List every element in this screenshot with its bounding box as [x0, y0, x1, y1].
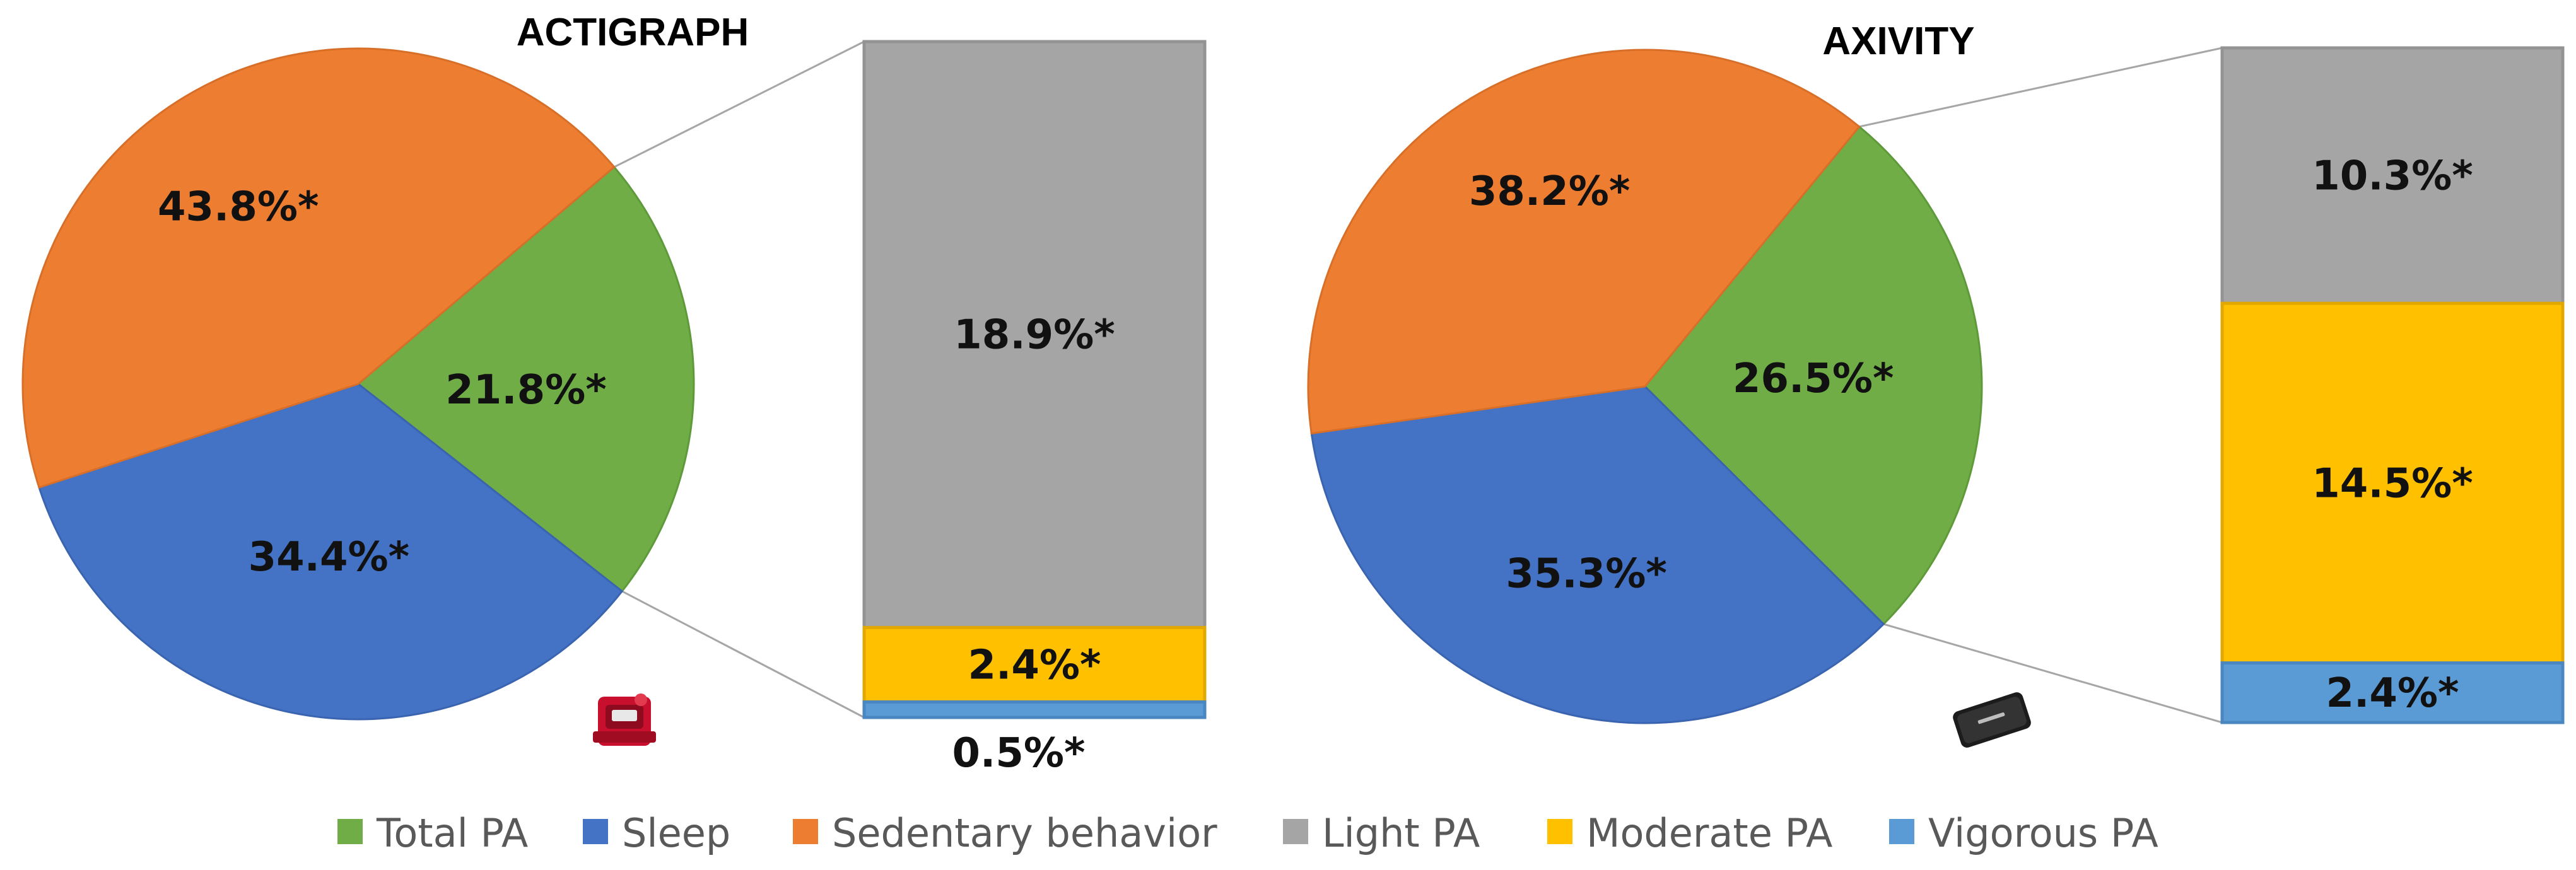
bar-label-vigorous-pa-axivity: 2.4%* — [2326, 670, 2459, 717]
connector-top-actigraph — [614, 40, 865, 168]
pie-label-sedentary-behavior-axivity: 38.2%* — [1469, 168, 1630, 215]
bar-label-light-pa-actigraph: 18.9%* — [954, 312, 1115, 359]
legend-label-sleep: Sleep — [622, 810, 730, 856]
pie-slice-total-pa-actigraph — [356, 165, 695, 593]
pie-label-sedentary-behavior-actigraph: 43.8%* — [158, 183, 319, 230]
legend-swatch-moderate-pa — [1547, 819, 1572, 844]
bar-label-light-pa-axivity: 10.3%* — [2312, 153, 2473, 200]
pie-label-total-pa-axivity: 26.5%* — [1733, 356, 1894, 402]
bar-segment-moderate-pa-actigraph — [862, 625, 1207, 704]
bar-segment-light-pa-axivity — [2220, 46, 2565, 305]
legend-label-light-pa: Light PA — [1322, 810, 1480, 856]
bar-segment-vigorous-pa-actigraph — [862, 700, 1207, 719]
data-labels: 21.8%* 34.4%* 43.8%* 18.9%* 2.4%* 0.5%* 26.5%*… — [158, 153, 2473, 777]
legend-swatch-vigorous-pa — [1889, 819, 1914, 844]
legend: Total PA Sleep Sedentary behavior Light … — [337, 810, 2158, 856]
pie-slice-total-pa-axivity — [1643, 125, 1983, 626]
bar-segment-light-pa-actigraph — [862, 40, 1207, 629]
legend-swatch-sleep — [583, 819, 608, 844]
breakdown-bars — [862, 40, 2565, 724]
pie-label-total-pa-actigraph: 21.8%* — [445, 367, 607, 414]
bar-segment-vigorous-pa-axivity — [2220, 661, 2565, 724]
legend-swatch-light-pa — [1283, 819, 1308, 844]
bar-label-vigorous-pa-actigraph: 0.5%* — [952, 730, 1086, 777]
bar-label-moderate-pa-axivity: 14.5%* — [2312, 460, 2473, 507]
connector-bottom-actigraph — [621, 590, 865, 719]
legend-label-sedentary: Sedentary behavior — [832, 810, 1217, 856]
pie-label-sleep-axivity: 35.3%* — [1506, 551, 1667, 598]
chart-title-actigraph: ACTIGRAPH — [517, 11, 749, 54]
connector-bottom-axivity — [1883, 623, 2223, 724]
bar-label-moderate-pa-actigraph: 2.4%* — [968, 642, 1101, 688]
pie-slice-sleep-actigraph — [38, 383, 624, 721]
pie-slice-sleep-axivity — [1310, 385, 1885, 724]
connector-top-axivity — [1859, 47, 2223, 128]
pie-slice-sedentary-behavior-axivity — [1307, 49, 1861, 435]
actigraph-device-icon — [593, 693, 656, 746]
chart-title-axivity: AXIVITY — [1822, 20, 1974, 63]
connector-lines — [614, 40, 2223, 724]
pie-slice-sedentary-behavior-actigraph — [21, 47, 616, 489]
legend-swatch-total-pa — [337, 819, 363, 844]
legend-label-vigorous-pa: Vigorous PA — [1928, 810, 2158, 856]
legend-label-moderate-pa: Moderate PA — [1586, 810, 1832, 856]
legend-label-total-pa: Total PA — [376, 810, 528, 856]
device-icons — [593, 692, 2031, 748]
pie-label-sleep-actigraph: 34.4%* — [249, 534, 410, 581]
legend-swatch-sedentary — [793, 819, 818, 844]
pie-charts — [21, 47, 1983, 724]
axivity-device-icon — [1953, 692, 2031, 748]
